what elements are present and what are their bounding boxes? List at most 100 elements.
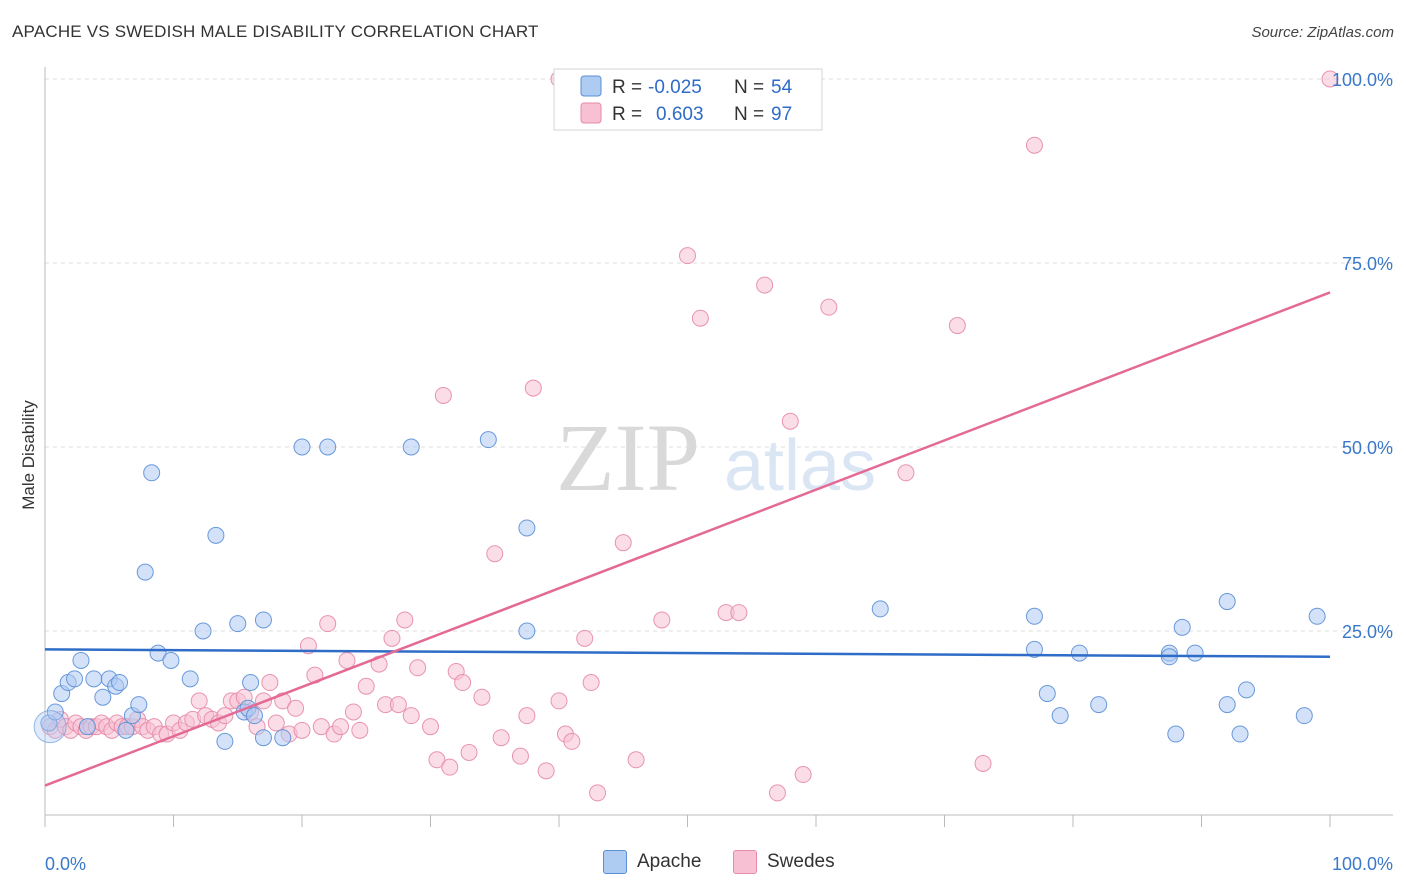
tick-labels: 25.0% 50.0% 75.0% 100.0% 0.0% 100.0% [45,70,1393,874]
swedes-point-27 [190,692,208,710]
swedes-point-79 [582,674,600,692]
apache-point-43 [1090,696,1108,714]
legend-box: R = -0.025 N = 54 R = 0.603 N = 97 [553,68,823,131]
swedes-point-42 [287,699,305,717]
apache-point-15 [136,563,154,581]
swedes-point-72 [518,707,536,725]
apache-point-11 [111,674,129,692]
axes [44,67,1393,827]
swedes-point-83 [653,611,671,629]
swedes-point-78 [576,629,594,647]
swedes-point-70 [492,729,510,747]
swedes-point-63 [434,386,452,404]
apache-swatch [603,850,627,874]
swedes-point-81 [614,534,632,552]
legend-n-label-swedes: N = [734,104,764,125]
swedes-point-66 [454,674,472,692]
swedes-point-93 [897,464,915,482]
swedes-point-80 [589,784,607,802]
swedes-point-47 [319,615,337,633]
apache-trend-line [44,648,1331,659]
swedes-point-59 [402,707,420,725]
apache-point-23 [229,615,247,633]
swedes-point-88 [756,276,774,294]
swedes-point-71 [511,747,529,765]
apache-point-8 [94,688,112,706]
apache-point-51 [1231,725,1249,743]
swedes-trend-line [44,291,1331,787]
swedes-point-89 [768,784,786,802]
swedes-point-77 [563,732,581,750]
apache-point-36 [518,519,536,537]
apache-point-29 [254,729,272,747]
legend-r-value-apache: -0.025 [648,77,702,98]
swedes-point-82 [627,751,645,769]
swedes-point-62 [428,751,446,769]
y-axis-label: Male Disability [19,400,38,510]
legend-item-apache: Apache [603,850,701,874]
apache-point-28 [254,611,272,629]
apache-point-26 [242,674,260,692]
y-tick-label-3: 100.0% [1332,70,1393,90]
apache-point-22 [216,732,234,750]
apache-point-14 [130,696,148,714]
legend-item-swedes: Swedes [733,850,835,874]
legend-n-value-swedes: 97 [771,104,792,125]
apache-point-37 [871,600,889,618]
legend-swedes-label: Swedes [767,851,835,872]
apache-point-7 [85,670,103,688]
apache-point-52 [1237,681,1255,699]
swedes-point-53 [357,677,375,695]
legend-n-label-apache: N = [734,77,764,98]
swedes-point-96 [1025,136,1043,154]
swedes-point-39 [267,714,285,732]
trend-lines [44,291,1331,787]
apache-point-48 [1186,644,1204,662]
legend-apache-swatch [580,75,602,97]
legend-r-label-swedes: R = [612,104,642,125]
swedes-point-67 [460,743,478,761]
apache-point-16 [143,464,161,482]
apache-point-42 [1070,644,1088,662]
swedes-swatch [733,850,757,874]
y-tick-label-1: 50.0% [1342,438,1393,458]
apache-point-33 [402,438,420,456]
apache-point-31 [293,438,311,456]
apache-point-20 [194,622,212,640]
swedes-point-91 [794,766,812,784]
swedes-points [41,70,1339,802]
swedes-point-56 [383,629,401,647]
swedes-point-43 [293,721,311,739]
apache-point-6 [78,718,96,736]
swedes-point-84 [679,247,696,265]
swedes-point-60 [409,659,427,677]
apache-point-38 [1025,607,1043,625]
apache-cluster-point [33,710,67,744]
legend-n-value-apache: 54 [771,77,793,98]
swedes-point-95 [974,754,992,772]
swedes-point-64 [441,758,459,776]
swedes-point-90 [781,412,799,430]
apache-point-40 [1038,685,1056,703]
apache-point-41 [1051,707,1069,725]
apache-point-54 [1308,607,1326,625]
y-tick-label-0: 25.0% [1342,622,1393,642]
swedes-point-58 [396,611,414,629]
apache-point-53 [1295,707,1313,725]
apache-point-39 [1025,640,1043,658]
swedes-point-68 [473,688,491,706]
apache-point-49 [1218,593,1236,611]
apache-point-47 [1173,618,1191,636]
swedes-point-49 [332,718,350,736]
apache-point-50 [1218,696,1236,714]
apache-point-35 [518,622,536,640]
swedes-point-46 [312,718,330,736]
chart-title: APACHE VS SWEDISH MALE DISABILITY CORREL… [12,22,539,41]
y-tick-label-2: 75.0% [1342,254,1393,274]
x-tick-label-1: 100.0% [1332,854,1393,874]
apache-point-34 [479,431,497,449]
apache-point-5 [72,651,90,669]
legend-apache-label: Apache [637,851,702,872]
apache-point-21 [207,526,225,544]
